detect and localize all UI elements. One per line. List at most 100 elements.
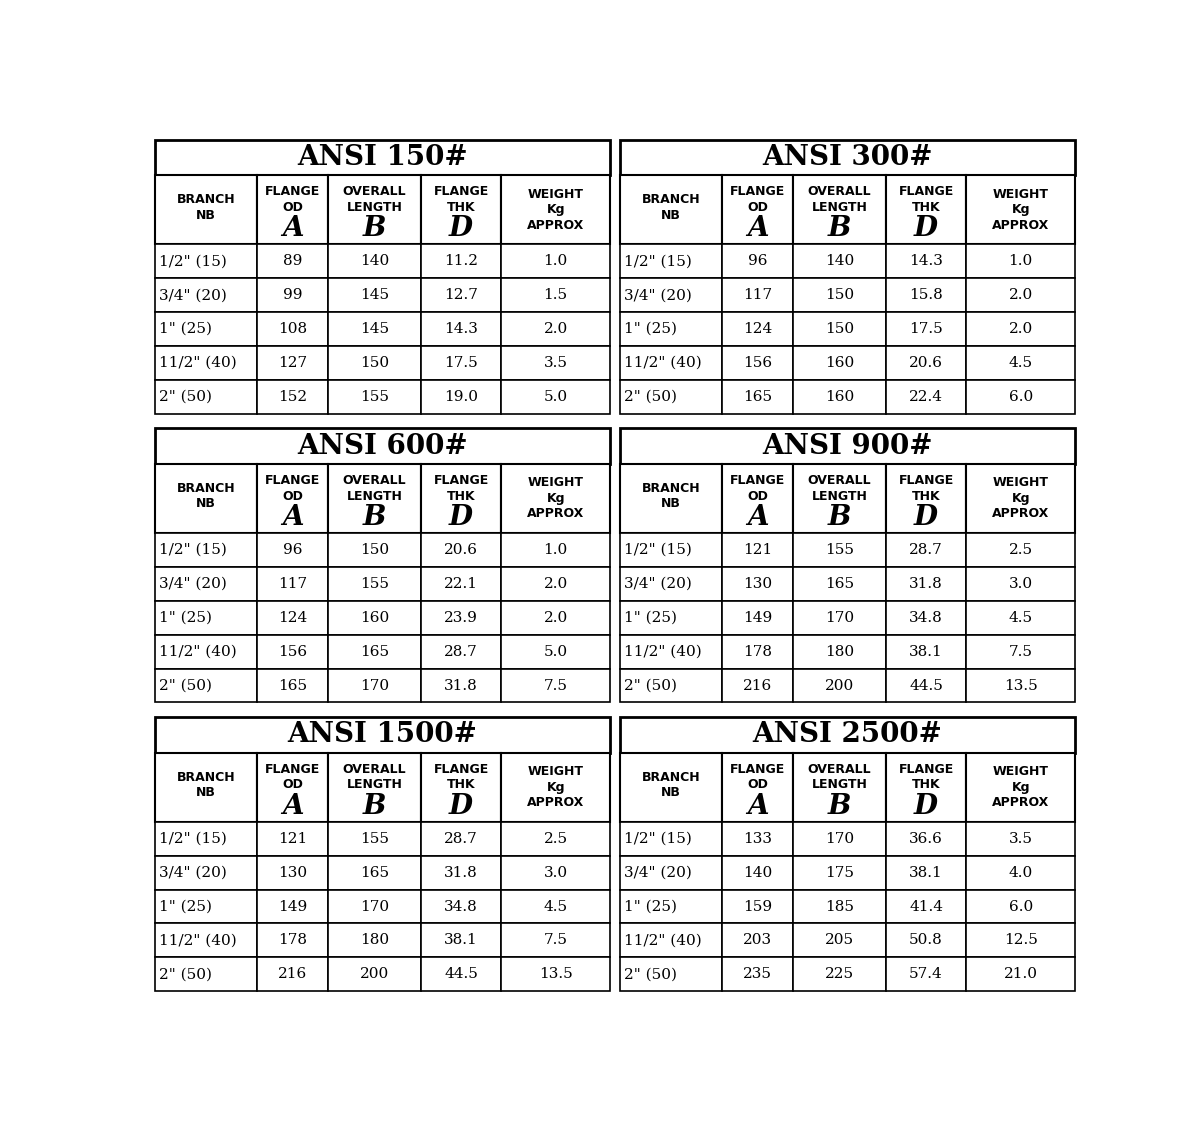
- Bar: [966, 924, 1075, 957]
- Bar: [619, 601, 722, 634]
- Text: 160: 160: [824, 389, 854, 404]
- Text: 159: 159: [743, 900, 772, 914]
- Text: 178: 178: [743, 645, 772, 658]
- Text: 121: 121: [743, 543, 772, 557]
- Bar: [421, 176, 500, 244]
- Bar: [966, 753, 1075, 822]
- Bar: [257, 312, 328, 346]
- Text: B: B: [362, 504, 386, 531]
- Text: WEIGHT
Kg
APPROX: WEIGHT Kg APPROX: [992, 477, 1049, 521]
- Bar: [793, 244, 887, 278]
- Text: 57.4: 57.4: [910, 968, 943, 981]
- Text: A: A: [746, 504, 768, 531]
- Text: 22.1: 22.1: [444, 577, 478, 591]
- Bar: [887, 176, 966, 244]
- Text: 6.0: 6.0: [1008, 900, 1033, 914]
- Bar: [500, 464, 611, 533]
- Bar: [619, 278, 722, 312]
- Text: 1" (25): 1" (25): [160, 900, 212, 914]
- Bar: [155, 924, 257, 957]
- Text: 89: 89: [283, 254, 302, 268]
- Text: 117: 117: [278, 577, 307, 591]
- Text: 3/4" (20): 3/4" (20): [160, 288, 227, 303]
- Text: FLANGE
THK: FLANGE THK: [433, 763, 488, 791]
- Text: D: D: [914, 793, 938, 820]
- Text: 6.0: 6.0: [1008, 389, 1033, 404]
- Text: 1" (25): 1" (25): [624, 322, 677, 336]
- Text: 11.2: 11.2: [444, 254, 478, 268]
- Text: 4.5: 4.5: [1009, 611, 1033, 624]
- Bar: [619, 717, 1075, 753]
- Text: 20.6: 20.6: [444, 543, 478, 557]
- Text: 150: 150: [360, 356, 389, 370]
- Text: A: A: [746, 216, 768, 243]
- Text: WEIGHT
Kg
APPROX: WEIGHT Kg APPROX: [527, 188, 584, 232]
- Text: B: B: [362, 793, 386, 820]
- Text: 28.7: 28.7: [444, 645, 478, 658]
- Text: 4.0: 4.0: [1008, 865, 1033, 880]
- Text: FLANGE
OD: FLANGE OD: [265, 186, 320, 214]
- Text: 175: 175: [826, 865, 854, 880]
- Bar: [887, 753, 966, 822]
- Text: WEIGHT
Kg
APPROX: WEIGHT Kg APPROX: [992, 765, 1049, 809]
- Text: 2.5: 2.5: [1009, 543, 1033, 557]
- Text: 200: 200: [824, 678, 854, 693]
- Text: 3.0: 3.0: [544, 865, 568, 880]
- Bar: [328, 176, 421, 244]
- Text: 1/2" (15): 1/2" (15): [624, 254, 692, 268]
- Bar: [500, 346, 611, 380]
- Bar: [619, 668, 722, 702]
- Bar: [722, 634, 793, 668]
- Text: 2.5: 2.5: [544, 831, 568, 846]
- Text: 170: 170: [360, 900, 389, 914]
- Bar: [421, 346, 500, 380]
- Bar: [421, 753, 500, 822]
- Text: 152: 152: [278, 389, 307, 404]
- Text: BRANCH
NB: BRANCH NB: [176, 771, 235, 799]
- Bar: [328, 278, 421, 312]
- Text: 178: 178: [278, 934, 307, 947]
- Text: 13.5: 13.5: [539, 968, 572, 981]
- Bar: [328, 822, 421, 856]
- Bar: [619, 822, 722, 856]
- Text: 203: 203: [743, 934, 772, 947]
- Text: 3/4" (20): 3/4" (20): [624, 865, 692, 880]
- Bar: [619, 312, 722, 346]
- Text: B: B: [362, 216, 386, 243]
- Text: B: B: [828, 504, 851, 531]
- Text: 34.8: 34.8: [444, 900, 478, 914]
- Bar: [793, 312, 887, 346]
- Text: FLANGE
THK: FLANGE THK: [899, 763, 954, 791]
- Bar: [155, 176, 257, 244]
- Text: 155: 155: [360, 577, 389, 591]
- Text: 3.5: 3.5: [1009, 831, 1033, 846]
- Bar: [328, 312, 421, 346]
- Bar: [328, 890, 421, 924]
- Bar: [155, 533, 257, 567]
- Text: D: D: [914, 504, 938, 531]
- Text: 15.8: 15.8: [910, 288, 943, 303]
- Bar: [793, 380, 887, 414]
- Bar: [328, 567, 421, 601]
- Text: 150: 150: [824, 288, 854, 303]
- Bar: [421, 634, 500, 668]
- Text: FLANGE
THK: FLANGE THK: [899, 474, 954, 503]
- Text: 1/2" (15): 1/2" (15): [160, 543, 227, 557]
- Bar: [155, 278, 257, 312]
- Bar: [257, 856, 328, 890]
- Bar: [793, 601, 887, 634]
- Bar: [619, 567, 722, 601]
- Bar: [722, 380, 793, 414]
- Bar: [793, 856, 887, 890]
- Text: 3/4" (20): 3/4" (20): [624, 288, 692, 303]
- Text: 225: 225: [824, 968, 854, 981]
- Text: 2.0: 2.0: [1008, 322, 1033, 336]
- Bar: [619, 429, 1075, 464]
- Text: BRANCH
NB: BRANCH NB: [642, 771, 701, 799]
- Text: WEIGHT
Kg
APPROX: WEIGHT Kg APPROX: [992, 188, 1049, 232]
- Text: 2.0: 2.0: [544, 322, 568, 336]
- Bar: [966, 380, 1075, 414]
- Text: 96: 96: [283, 543, 302, 557]
- Bar: [257, 244, 328, 278]
- Text: ANSI 1500#: ANSI 1500#: [288, 721, 478, 748]
